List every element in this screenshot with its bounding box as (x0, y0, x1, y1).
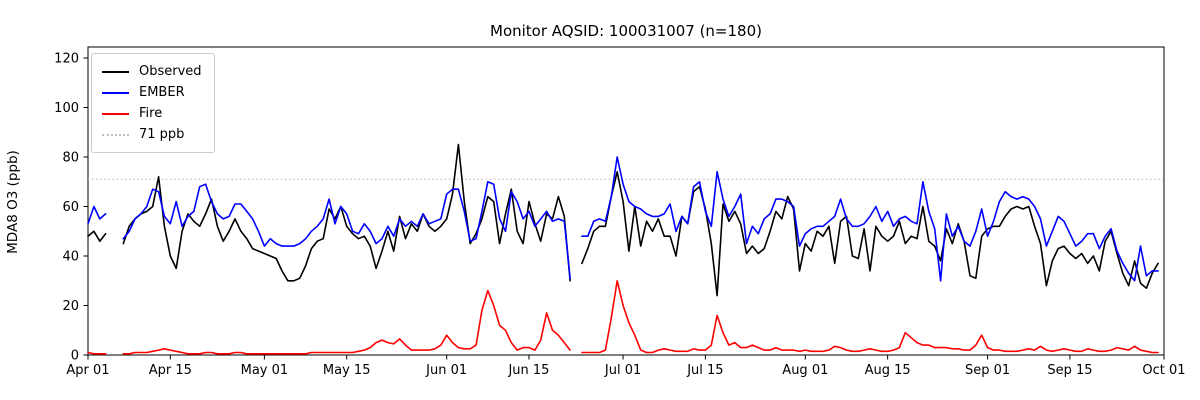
legend: Observed EMBER Fire 71 ppb (91, 53, 215, 153)
x-tick-label: Jun 15 (507, 363, 549, 378)
x-tick-label: Jun 01 (425, 363, 467, 378)
y-tick-label: 100 (54, 101, 79, 116)
x-tick-label: Sep 15 (1047, 363, 1092, 378)
x-tick-label: May 15 (323, 363, 371, 378)
y-tick-label: 20 (62, 299, 79, 314)
x-tick-label: May 01 (241, 363, 289, 378)
chart-title: Monitor AQSID: 100031007 (n=180) (490, 22, 762, 40)
x-tick-label: Aug 15 (865, 363, 911, 378)
x-tick-label: Sep 01 (965, 363, 1010, 378)
legend-item: Fire (102, 103, 202, 124)
observed-line (87, 143, 1159, 297)
y-tick-label: 60 (62, 200, 79, 215)
x-tick-label: Apr 15 (149, 363, 192, 378)
y-tick-label: 120 (54, 52, 79, 67)
observed-legend-line (102, 70, 129, 73)
legend-item: Observed (102, 61, 202, 82)
fire-line (87, 280, 1159, 355)
legend-item: 71 ppb (102, 124, 202, 145)
x-tick-label: Jul 15 (686, 363, 723, 378)
x-tick-label: Apr 01 (66, 363, 109, 378)
legend-item: EMBER (102, 82, 202, 103)
legend-label: EMBER (139, 85, 185, 100)
legend-label: Observed (139, 64, 202, 79)
x-tick-label: Oct 01 (1142, 363, 1185, 378)
legend-label: Fire (139, 106, 163, 121)
y-tick-label: 0 (71, 349, 79, 364)
ember-line (87, 156, 1159, 282)
x-tick-label: Jul 01 (604, 363, 641, 378)
legend-label: 71 ppb (139, 127, 185, 142)
y-tick-label: 40 (62, 250, 79, 265)
y-tick-label: 80 (62, 151, 79, 166)
x-tick-label: Aug 01 (782, 363, 828, 378)
axes-box (87, 46, 1165, 356)
fire-legend-line (102, 112, 129, 115)
71-ppb-legend-line (102, 133, 129, 136)
ember-legend-line (102, 91, 129, 94)
